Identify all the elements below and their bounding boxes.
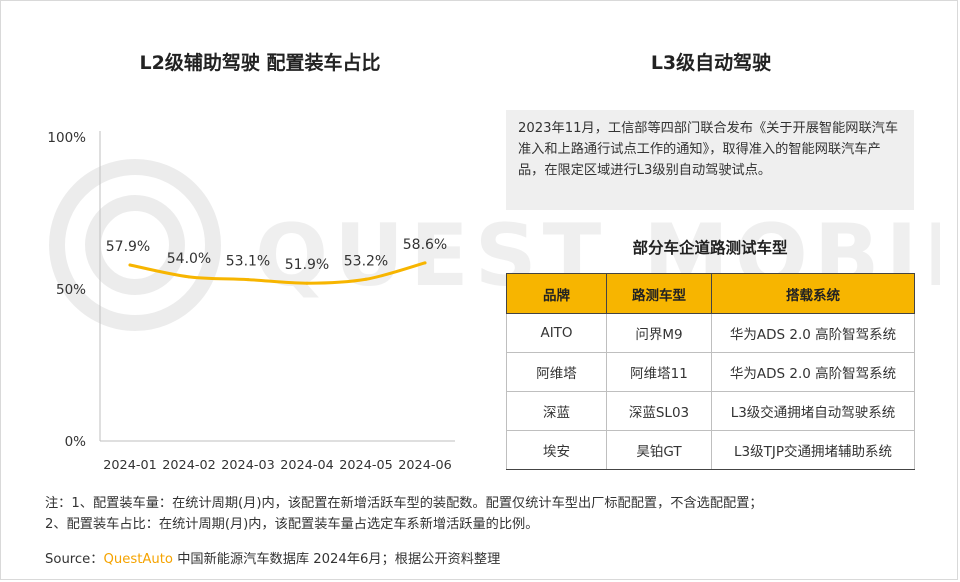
series-line (128, 261, 427, 285)
test-models-table: 品牌 路测车型 搭载系统 AITO 问界M9 华为ADS 2.0 高阶智驾系统 … (506, 273, 915, 470)
cell-system: 华为ADS 2.0 高阶智驾系统 (711, 313, 915, 353)
footnote-1: 注：1、配置装车量：在统计周期(月)内，该配置在新增活跃车型的装配数。配置仅统计… (45, 496, 763, 511)
cell-model: 深蓝SL03 (606, 391, 712, 431)
data-point (423, 261, 427, 265)
y-tick-label: 50% (56, 282, 86, 298)
test-models-table-title: 部分车企道路测试车型 (632, 239, 788, 257)
l3-policy-note: 2023年11月，工信部等四部门联合发布《关于开展智能网联汽车准入和上路通行试点… (506, 110, 914, 210)
cell-system: L3级TJP交通拥堵辅助系统 (711, 430, 915, 470)
table-row: 埃安 昊铂GT L3级TJP交通拥堵辅助系统 (506, 430, 915, 470)
left-chart-title: L2级辅助驾驶 配置装车占比 (139, 52, 381, 74)
cell-system: L3级交通拥堵自动驾驶系统 (711, 391, 915, 431)
data-label: 53.2% (344, 253, 388, 269)
cell-system: 华为ADS 2.0 高阶智驾系统 (711, 352, 915, 392)
data-point (305, 281, 309, 285)
header-system: 搭载系统 (711, 273, 915, 314)
footnote-2: 2、配置装车占比：在统计周期(月)内，该配置装车量占选定车系新增活跃量的比例。 (45, 517, 539, 532)
data-label: 57.9% (106, 239, 150, 255)
x-tick-label: 2024-01 (103, 458, 156, 473)
x-tick-label: 2024-02 (162, 458, 215, 473)
table-row: 阿维塔 阿维塔11 华为ADS 2.0 高阶智驾系统 (506, 352, 915, 392)
source-text: 中国新能源汽车数据库 2024年6月；根据公开资料整理 (173, 552, 501, 567)
cell-model: 阿维塔11 (606, 352, 712, 392)
header-brand: 品牌 (506, 273, 607, 314)
data-point (246, 278, 250, 282)
x-tick-label: 2024-05 (339, 458, 392, 473)
x-tick-label: 2024-03 (221, 458, 274, 473)
l2-share-line-chart: 0%50%100% 2024-01 2024-02 2024-03 2024-04 20… (47, 130, 455, 473)
header-model: 路测车型 (606, 273, 712, 314)
source-prefix: Source： (45, 552, 104, 567)
data-label: 54.0% (167, 251, 211, 267)
y-tick-label: 100% (47, 130, 86, 146)
y-tick-label: 0% (65, 434, 87, 450)
x-axis: 2024-01 2024-02 2024-03 2024-04 2024-05 2024-… (100, 440, 455, 473)
table-row: AITO 问界M9 华为ADS 2.0 高阶智驾系统 (506, 313, 915, 353)
data-point (364, 277, 368, 281)
source-line: Source：QuestAuto 中国新能源汽车数据库 2024年6月；根据公开… (45, 548, 500, 567)
data-point (128, 263, 132, 267)
series-l2-share (128, 261, 427, 285)
x-tick-label: 2024-06 (398, 458, 451, 473)
cell-model: 问界M9 (606, 313, 712, 353)
cell-brand: 阿维塔 (506, 352, 607, 392)
data-label: 53.1% (226, 254, 270, 270)
data-labels: 57.9% 54.0% 53.1% 51.9% 53.2% 58.6% (106, 237, 447, 273)
cell-brand: 深蓝 (506, 391, 607, 431)
y-axis: 0% 50% 100% (47, 130, 101, 450)
cell-brand: AITO (506, 313, 607, 353)
cell-model: 昊铂GT (606, 430, 712, 470)
data-label: 58.6% (403, 237, 447, 253)
table-row: 深蓝 深蓝SL03 L3级交通拥堵自动驾驶系统 (506, 391, 915, 431)
data-point (187, 275, 191, 279)
cell-brand: 埃安 (506, 430, 607, 470)
x-tick-label: 2024-04 (280, 458, 333, 473)
source-brand: QuestAuto (103, 552, 173, 567)
data-label: 51.9% (285, 257, 329, 273)
table-header-row: 品牌 路测车型 搭载系统 (506, 273, 915, 314)
right-section-title: L3级自动驾驶 (650, 52, 772, 74)
